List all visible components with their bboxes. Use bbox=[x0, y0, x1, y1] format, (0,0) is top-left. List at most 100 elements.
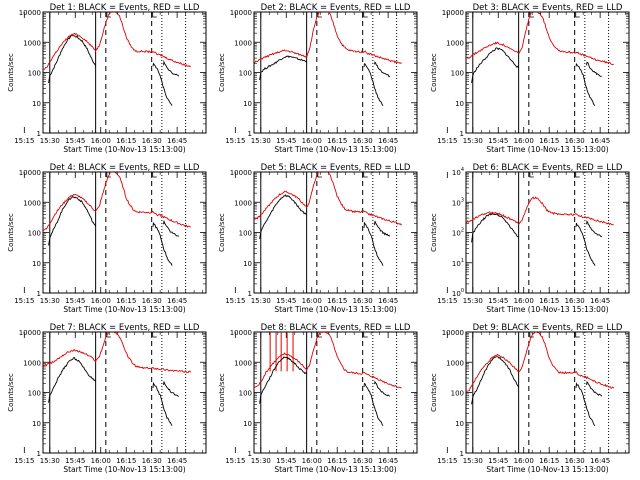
chart-panel-3: Det 3: BLACK = Events, RED = LLD 1 10 100 10… bbox=[430, 3, 630, 154]
y-tick-label: 1 bbox=[248, 290, 252, 298]
x-tick-label: 16:00 bbox=[302, 457, 322, 465]
y-tick-label: 100 bbox=[28, 70, 41, 78]
series-lld bbox=[254, 12, 402, 64]
y-tick-label: 1000 bbox=[23, 359, 41, 367]
x-tick-label: 16:30 bbox=[142, 137, 162, 145]
x-tick-label: 15:45 bbox=[276, 457, 296, 465]
series-segment bbox=[363, 382, 384, 426]
x-tick-label: 15:45 bbox=[276, 137, 296, 145]
x-tick-label: 15:15 bbox=[225, 457, 245, 465]
x-tick-label: 15:15 bbox=[14, 457, 34, 465]
chart-title: Det 1: BLACK = Events, RED = LLD bbox=[50, 3, 200, 13]
plot-area bbox=[254, 12, 402, 133]
x-axis-label: Start Time (10-Nov-13 15:13:00) bbox=[274, 465, 396, 474]
y-tick-label: 1000 bbox=[234, 39, 252, 47]
series-lld bbox=[43, 12, 191, 70]
series-events bbox=[471, 356, 519, 405]
top-edge-glyph bbox=[317, 12, 322, 18]
x-tick-label: 15:15 bbox=[437, 297, 457, 305]
y-tick-label: 10000 bbox=[19, 169, 41, 177]
x-tick-label: 15:15 bbox=[14, 137, 34, 145]
series-lld bbox=[254, 332, 402, 389]
x-tick-label: 16:30 bbox=[353, 137, 373, 145]
x-tick-label: 15:15 bbox=[225, 297, 245, 305]
y-tick-label: 1 bbox=[460, 130, 464, 138]
x-tick-label: 16:15 bbox=[539, 457, 559, 465]
chart-panel-8: Det 8: BLACK = Events, RED = LLD 1 10 100 10… bbox=[218, 323, 418, 474]
y-tick-label: 1000 bbox=[234, 199, 252, 207]
y-axis-label: Counts/sec bbox=[430, 373, 438, 412]
y-axis-label: Counts/sec bbox=[430, 213, 438, 252]
x-tick-label: 16:15 bbox=[539, 297, 559, 305]
plot-area bbox=[254, 172, 402, 293]
x-tick-label: 16:15 bbox=[116, 297, 136, 305]
x-tick-label: 15:30 bbox=[251, 137, 271, 145]
y-tick-label: 100 bbox=[239, 70, 252, 78]
y-tick-label: 1000 bbox=[446, 39, 464, 47]
chart-title: Det 9: BLACK = Events, RED = LLD bbox=[473, 323, 623, 333]
x-tick-label: 15:30 bbox=[463, 297, 483, 305]
y-tick-label: 10000 bbox=[442, 9, 464, 17]
x-tick-label: 15:30 bbox=[251, 457, 271, 465]
chart-panel-2: Det 2: BLACK = Events, RED = LLD 1 10 100 10… bbox=[218, 3, 418, 154]
series-segment bbox=[163, 220, 180, 237]
series-events bbox=[259, 194, 307, 240]
x-axis-label: Start Time (10-Nov-13 15:13:00) bbox=[486, 305, 608, 314]
series-lld bbox=[466, 12, 614, 65]
top-edge-glyph bbox=[152, 172, 157, 178]
y-tick-label: 1 bbox=[37, 450, 41, 458]
y-tick-label: 1 bbox=[248, 130, 252, 138]
y-tick-label: 1000 bbox=[23, 39, 41, 47]
x-axis-label: Start Time (10-Nov-13 15:13:00) bbox=[63, 145, 185, 154]
top-edge-glyph bbox=[152, 12, 157, 18]
chart-title: Det 3: BLACK = Events, RED = LLD bbox=[473, 3, 623, 13]
series-segment bbox=[374, 61, 391, 78]
chart-title: Det 6: BLACK = Events, RED = LLD bbox=[473, 163, 623, 173]
y-tick-label: 103 bbox=[452, 197, 464, 207]
series-segment bbox=[163, 60, 180, 77]
series-lld bbox=[466, 196, 614, 226]
x-tick-label: 15:15 bbox=[437, 457, 457, 465]
x-tick-label: 16:45 bbox=[590, 297, 610, 305]
x-tick-label: 16:00 bbox=[91, 297, 111, 305]
chart-panel-7: Det 7: BLACK = Events, RED = LLD 1 10 100 10… bbox=[7, 323, 207, 474]
y-tick-label: 10000 bbox=[230, 329, 252, 337]
top-edge-glyph bbox=[106, 12, 111, 18]
x-axis-label: Start Time (10-Nov-13 15:13:00) bbox=[486, 145, 608, 154]
series-segment bbox=[586, 381, 603, 397]
chart-panel-1: Det 1: BLACK = Events, RED = LLD 1 10 100 10… bbox=[7, 3, 207, 154]
top-edge-glyph bbox=[575, 172, 580, 178]
top-edge-glyph bbox=[363, 12, 368, 18]
series-segment bbox=[363, 63, 384, 106]
chart-title: Det 8: BLACK = Events, RED = LLD bbox=[261, 323, 411, 333]
top-edge-glyph bbox=[106, 332, 111, 338]
x-tick-label: 16:00 bbox=[514, 297, 534, 305]
x-tick-label: 16:45 bbox=[167, 457, 187, 465]
x-tick-label: 16:15 bbox=[327, 137, 347, 145]
series-lld bbox=[43, 332, 192, 374]
top-edge-glyph bbox=[575, 12, 580, 18]
x-tick-label: 15:15 bbox=[225, 137, 245, 145]
top-edge-glyph bbox=[529, 332, 534, 338]
y-tick-label: 10000 bbox=[19, 9, 41, 17]
series-events bbox=[48, 34, 96, 84]
x-tick-label: 16:45 bbox=[378, 137, 398, 145]
top-edge-glyph bbox=[363, 332, 368, 338]
x-axis-label: Start Time (10-Nov-13 15:13:00) bbox=[63, 465, 185, 474]
x-tick-label: 15:30 bbox=[463, 457, 483, 465]
series-segment bbox=[586, 61, 602, 77]
plot-area bbox=[43, 172, 191, 293]
series-events bbox=[48, 196, 97, 246]
series-events bbox=[259, 356, 307, 404]
y-tick-label: 102 bbox=[452, 228, 464, 238]
plot-area bbox=[43, 332, 192, 453]
y-tick-label: 100 bbox=[239, 390, 252, 398]
x-tick-label: 15:30 bbox=[463, 137, 483, 145]
series-events bbox=[471, 212, 519, 243]
y-tick-label: 10000 bbox=[230, 9, 252, 17]
x-tick-label: 16:45 bbox=[167, 297, 187, 305]
y-tick-label: 100 bbox=[451, 390, 464, 398]
x-tick-label: 15:45 bbox=[65, 457, 85, 465]
x-tick-label: 15:15 bbox=[437, 137, 457, 145]
